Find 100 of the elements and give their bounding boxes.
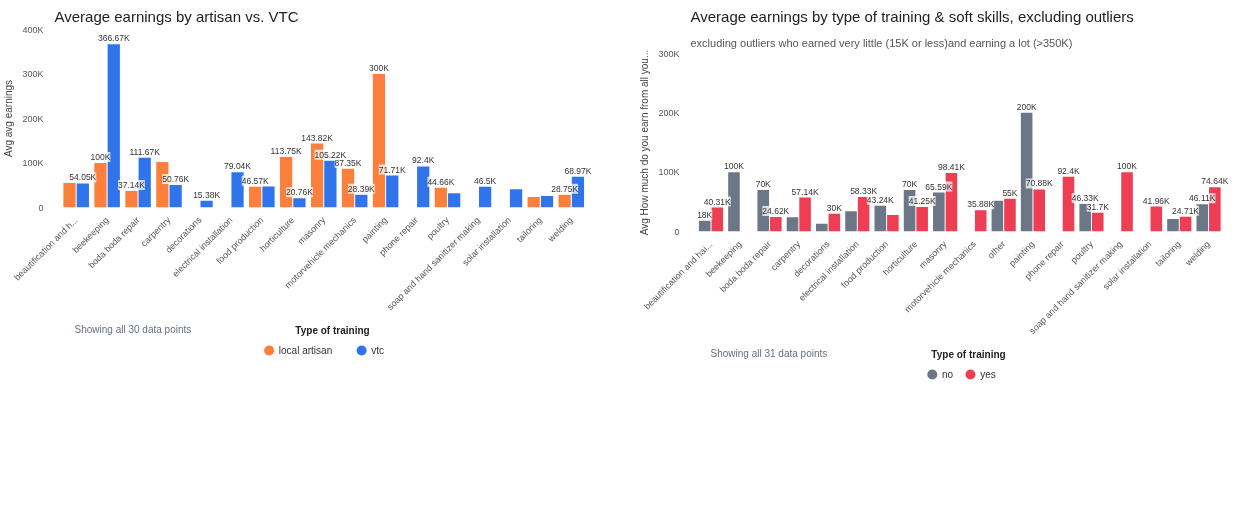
data-label: 24.71K	[1172, 205, 1200, 216]
data-label: 100K	[724, 161, 745, 172]
data-label: 46.11K	[1189, 193, 1216, 204]
data-label: 46.33K	[1071, 193, 1099, 204]
bar	[63, 183, 76, 208]
bar	[916, 207, 928, 232]
data-label: 87.35K	[334, 157, 362, 168]
data-label: 55K	[1002, 187, 1018, 198]
bar	[558, 194, 571, 208]
bar	[509, 189, 523, 208]
bar	[200, 200, 213, 208]
bar	[799, 197, 811, 232]
y-tick-label: 400K	[22, 24, 44, 35]
data-label: 54.05K	[69, 172, 97, 183]
y-tick-label: 100K	[22, 158, 44, 168]
data-label: 70K	[902, 178, 918, 189]
data-label: 200K	[1016, 101, 1037, 112]
bar	[478, 186, 492, 208]
bar	[1091, 212, 1104, 232]
y-tick-label: 300K	[22, 69, 44, 79]
data-label: 18K	[697, 209, 713, 220]
bar	[169, 184, 182, 208]
bar	[845, 211, 857, 232]
bar	[786, 217, 799, 232]
data-label: 57.14K	[791, 186, 819, 197]
bar	[293, 198, 306, 208]
y-tick-label: 200K	[658, 107, 680, 118]
bar	[1167, 219, 1179, 232]
data-label: 20.76K	[285, 187, 314, 198]
y-tick-label: 0	[38, 202, 44, 213]
data-label: 41.96K	[1142, 195, 1171, 206]
bar	[262, 186, 275, 208]
data-label: 58.33K	[850, 185, 878, 196]
data-label: 50.76K	[162, 173, 190, 184]
bar	[828, 213, 841, 232]
bar	[249, 186, 262, 208]
bar	[527, 197, 540, 208]
bar	[1033, 189, 1046, 232]
data-label: 111.67K	[129, 146, 161, 157]
bar	[1121, 172, 1133, 232]
data-label: 30K	[826, 202, 843, 213]
legend-label: yes	[980, 369, 996, 380]
chart-title: Average earnings by type of training & soft skills, excluding outliers	[690, 7, 1134, 25]
bar	[1150, 206, 1163, 232]
legend-label: vtc	[371, 345, 385, 356]
data-label: 100K	[90, 152, 111, 162]
bar	[711, 207, 724, 232]
text: Showing all 31 data points	[710, 347, 828, 359]
data-label: 28.75K	[551, 183, 579, 194]
data-label: 113.75K	[270, 145, 302, 156]
data-label: 143.82K	[301, 132, 334, 143]
data-label: 74.64K	[1201, 176, 1229, 187]
data-label: 37.14K	[117, 179, 146, 190]
chart-title: Average earnings by artisan vs. VTC	[54, 7, 299, 25]
data-label: 300K	[369, 63, 390, 73]
text: Showing all 30 data points	[74, 323, 192, 335]
bar	[324, 160, 337, 208]
y-tick-label: 200K	[22, 113, 44, 124]
y-axis-title: Avg How much do you earn from all you...	[639, 49, 651, 236]
chart-subtitle: excluding outliers who earned very little (15K or less)and earning a lot (>350K)	[690, 36, 1073, 49]
data-label: 31.7K	[1086, 201, 1110, 212]
data-label: 68.97K	[564, 165, 592, 176]
bar	[887, 214, 899, 232]
bar	[770, 216, 782, 232]
y-tick-label: 0	[674, 226, 680, 237]
bar	[448, 193, 461, 208]
data-label: 92.4K	[412, 155, 435, 166]
data-label: 366.67K	[97, 33, 130, 44]
data-label: 70K	[755, 178, 772, 189]
y-tick-label: 300K	[658, 48, 680, 59]
bar	[125, 190, 138, 208]
bar	[815, 223, 828, 232]
y-axis-title: Avg avg earnings	[3, 79, 15, 158]
bar	[231, 172, 244, 208]
y-tick-label: 100K	[658, 167, 680, 178]
bar	[94, 163, 107, 208]
data-label: 24.62K	[762, 205, 790, 216]
data-label: 92.4K	[1057, 165, 1080, 176]
data-label: 105.22K	[314, 149, 347, 160]
bar	[874, 205, 887, 232]
data-label: 41.25K	[908, 196, 936, 207]
legend-label: no	[942, 369, 954, 380]
data-label: 65.59K	[925, 181, 953, 192]
bar	[974, 210, 987, 232]
data-label: 71.71K	[378, 164, 407, 175]
data-label: 70.88K	[1025, 178, 1054, 189]
bar	[540, 195, 554, 208]
bar	[76, 183, 89, 208]
data-label: 79.04K	[224, 161, 252, 172]
legend-title: Type of training	[931, 349, 1006, 360]
data-label: 100K	[1117, 161, 1138, 172]
data-label: 43.24K	[866, 194, 895, 205]
data-label: 46.57K	[241, 175, 269, 186]
legend-label: local artisan	[278, 345, 333, 356]
data-label: 28.39K	[347, 183, 376, 194]
bar	[1179, 216, 1192, 232]
data-label: 98.41K	[937, 162, 966, 173]
legend-title: Type of training	[295, 325, 370, 336]
bar	[434, 187, 447, 208]
data-label: 40.31K	[703, 196, 732, 207]
